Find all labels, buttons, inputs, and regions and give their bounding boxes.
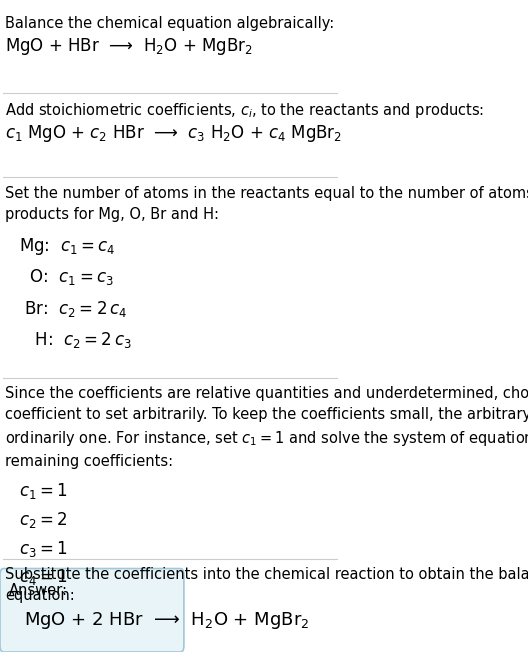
Text: $c_1 = 1$: $c_1 = 1$: [18, 481, 67, 501]
Text: Substitute the coefficients into the chemical reaction to obtain the balanced
eq: Substitute the coefficients into the che…: [5, 567, 528, 603]
Text: $c_3 = 1$: $c_3 = 1$: [18, 539, 67, 559]
FancyBboxPatch shape: [0, 569, 184, 652]
Text: Br:  $c_2 = 2\,c_4$: Br: $c_2 = 2\,c_4$: [18, 299, 127, 319]
Text: $c_4 = 1$: $c_4 = 1$: [18, 567, 67, 587]
Text: H:  $c_2 = 2\,c_3$: H: $c_2 = 2\,c_3$: [18, 330, 131, 350]
Text: Mg:  $c_1 = c_4$: Mg: $c_1 = c_4$: [18, 236, 115, 257]
Text: Since the coefficients are relative quantities and underdetermined, choose a
coe: Since the coefficients are relative quan…: [5, 386, 528, 469]
Text: Set the number of atoms in the reactants equal to the number of atoms in the
pro: Set the number of atoms in the reactants…: [5, 186, 528, 222]
Text: Balance the chemical equation algebraically:: Balance the chemical equation algebraica…: [5, 16, 334, 31]
Text: MgO + HBr  ⟶  H$_2$O + MgBr$_2$: MgO + HBr ⟶ H$_2$O + MgBr$_2$: [5, 36, 253, 57]
Text: Answer:: Answer:: [8, 583, 68, 598]
Text: Add stoichiometric coefficients, $c_i$, to the reactants and products:: Add stoichiometric coefficients, $c_i$, …: [5, 101, 484, 120]
Text: MgO + 2 HBr  ⟶  H$_2$O + MgBr$_2$: MgO + 2 HBr ⟶ H$_2$O + MgBr$_2$: [24, 610, 309, 631]
Text: $c_1$ MgO + $c_2$ HBr  ⟶  $c_3$ H$_2$O + $c_4$ MgBr$_2$: $c_1$ MgO + $c_2$ HBr ⟶ $c_3$ H$_2$O + $…: [5, 123, 342, 143]
Text: $c_2 = 2$: $c_2 = 2$: [18, 510, 67, 530]
Text: O:  $c_1 = c_3$: O: $c_1 = c_3$: [18, 267, 114, 288]
